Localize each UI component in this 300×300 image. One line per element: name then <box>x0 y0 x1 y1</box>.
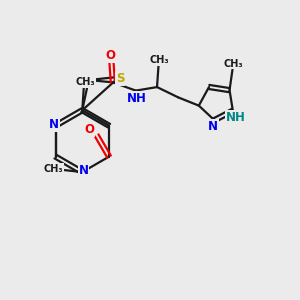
Text: N: N <box>79 164 88 177</box>
Text: S: S <box>116 72 124 85</box>
Text: NH: NH <box>127 92 147 105</box>
Text: CH₃: CH₃ <box>224 59 244 69</box>
Text: N: N <box>208 120 218 133</box>
Text: CH₃: CH₃ <box>44 164 64 174</box>
Text: CH₃: CH₃ <box>75 77 95 87</box>
Text: O: O <box>105 49 115 62</box>
Text: N: N <box>49 118 59 131</box>
Text: NH: NH <box>226 111 246 124</box>
Text: CH₃: CH₃ <box>150 55 170 65</box>
Text: O: O <box>84 123 94 136</box>
